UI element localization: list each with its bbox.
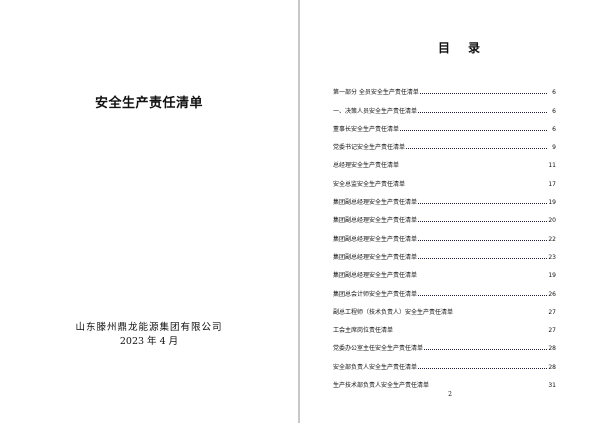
toc-entry-page: 6 [552, 107, 556, 115]
toc-entry[interactable]: 集团副总经理安全生产责任清单 20 [333, 206, 556, 224]
toc-entry-title: 集团副总经理安全生产责任清单 [333, 253, 418, 261]
toc-entry[interactable]: 集团总会计师安全生产责任清单 26 [333, 279, 556, 298]
toc-entry-title: 集团副总经理安全生产责任清单 [333, 217, 418, 225]
toc-list: 第一部分 全员安全生产责任清单 6 一、决策人员安全生产责任清单 6 董事长安全生产责任… [333, 78, 556, 389]
page-divider [298, 0, 300, 423]
toc-entry[interactable]: 集团副总经理安全生产责任清单 19 [333, 188, 556, 206]
toc-entry-title: 集团副总经理安全生产责任清单 [333, 272, 418, 280]
toc-leader-dots [430, 386, 547, 387]
toc-entry-title: 党委书记安全生产责任清单 [333, 144, 406, 152]
toc-leader-dots [418, 257, 547, 259]
toc-leader-dots [418, 221, 547, 223]
toc-entry[interactable]: 第一部分 全员安全生产责任清单 6 [333, 78, 556, 96]
toc-leader-dots [418, 111, 547, 113]
company-name: 山东滕州鼎龙能源集团有限公司 [75, 322, 223, 333]
toc-leader-dots [400, 129, 547, 131]
toc-leader-dots [454, 313, 547, 314]
toc-entry[interactable]: 总经理安全生产责任清单 11 [333, 151, 556, 169]
toc-entry-page: 22 [548, 235, 556, 243]
toc-entry-page: 19 [548, 272, 556, 280]
toc-entry-page: 6 [552, 125, 556, 133]
toc-leader-dots [418, 294, 547, 296]
toc-entry[interactable]: 生产技术部负责人安全生产责任清单 31 [333, 371, 556, 389]
toc-entry-page: 26 [548, 290, 556, 298]
toc-entry-page: 27 [548, 327, 556, 335]
toc-entry-title: 董事长安全生产责任清单 [333, 125, 400, 133]
toc-entry[interactable]: 安全部负责人安全生产责任清单 28 [333, 352, 556, 371]
toc-leader-dots [418, 239, 547, 241]
page-number: 2 [448, 391, 452, 398]
toc-entry-title: 生产技术部负责人安全生产责任清单 [333, 382, 430, 390]
toc-entry-title: 安全总监安全生产责任清单 [333, 180, 406, 188]
toc-entry-page: 20 [548, 217, 556, 225]
toc-entry[interactable]: 一、决策人员安全生产责任清单 6 [333, 96, 556, 115]
toc-entry[interactable]: 集团副总经理安全生产责任清单 22 [333, 224, 556, 243]
toc-entry-page: 6 [552, 89, 556, 97]
toc-leader-dots [418, 203, 547, 205]
toc-entry[interactable]: 集团副总经理安全生产责任清单 23 [333, 243, 556, 261]
toc-leader-dots [400, 166, 547, 167]
toc-entry-page: 19 [548, 199, 556, 207]
toc-entry-title: 第一部分 全员安全生产责任清单 [333, 89, 419, 97]
toc-entry[interactable]: 副总工程师（技术负责人）安全生产责任清单 27 [333, 298, 556, 316]
toc-entry-title: 集团副总经理安全生产责任清单 [333, 235, 418, 243]
toc-entry[interactable]: 党委书记安全生产责任清单 9 [333, 133, 556, 151]
toc-entry[interactable]: 工会主席岗位责任清单 27 [333, 316, 556, 334]
toc-entry-title: 集团副总经理安全生产责任清单 [333, 199, 418, 207]
toc-entry-page: 11 [548, 162, 556, 170]
toc-entry-title: 安全部负责人安全生产责任清单 [333, 363, 418, 371]
toc-entry-title: 副总工程师（技术负责人）安全生产责任清单 [333, 308, 454, 316]
toc-leader-dots [419, 93, 547, 95]
toc-entry[interactable]: 集团副总经理安全生产责任清单 19 [333, 261, 556, 279]
toc-leader-dots [406, 148, 547, 150]
toc-leader-dots [424, 349, 547, 351]
cover-page: 安全生产责任清单 山东滕州鼎龙能源集团有限公司 2023 年 4 月 [0, 0, 298, 423]
toc-leader-dots [418, 367, 547, 369]
toc-entry-title: 总经理安全生产责任清单 [333, 162, 400, 170]
toc-entry-page: 28 [548, 345, 556, 353]
toc-entry[interactable]: 安全总监安全生产责任清单 17 [333, 169, 556, 188]
document-title: 安全生产责任清单 [94, 96, 203, 111]
document-date: 2023 年 4 月 [119, 336, 179, 347]
toc-entry-title: 工会主席岗位责任清单 [333, 327, 394, 335]
toc-leader-dots [394, 331, 547, 332]
toc-entry-title: 党委办公室主任安全生产责任清单 [333, 345, 424, 353]
toc-entry-page: 9 [552, 144, 556, 152]
toc-entry[interactable]: 董事长安全生产责任清单 6 [333, 115, 556, 133]
toc-entry-page: 31 [548, 382, 556, 390]
toc-entry-page: 28 [548, 363, 556, 371]
toc-leader-dots [418, 276, 547, 277]
toc-leader-dots [406, 185, 547, 186]
toc-title: 目录 [437, 41, 498, 55]
toc-entry-page: 23 [548, 253, 556, 261]
toc-entry[interactable]: 党委办公室主任安全生产责任清单 28 [333, 334, 556, 352]
toc-entry-title: 一、决策人员安全生产责任清单 [333, 107, 418, 115]
toc-page: 目录 第一部分 全员安全生产责任清单 6 一、决策人员安全生产责任清单 6 董事长安全生… [300, 0, 600, 423]
toc-entry-page: 27 [548, 308, 556, 316]
toc-entry-page: 17 [548, 180, 556, 188]
toc-entry-title: 集团总会计师安全生产责任清单 [333, 290, 418, 298]
